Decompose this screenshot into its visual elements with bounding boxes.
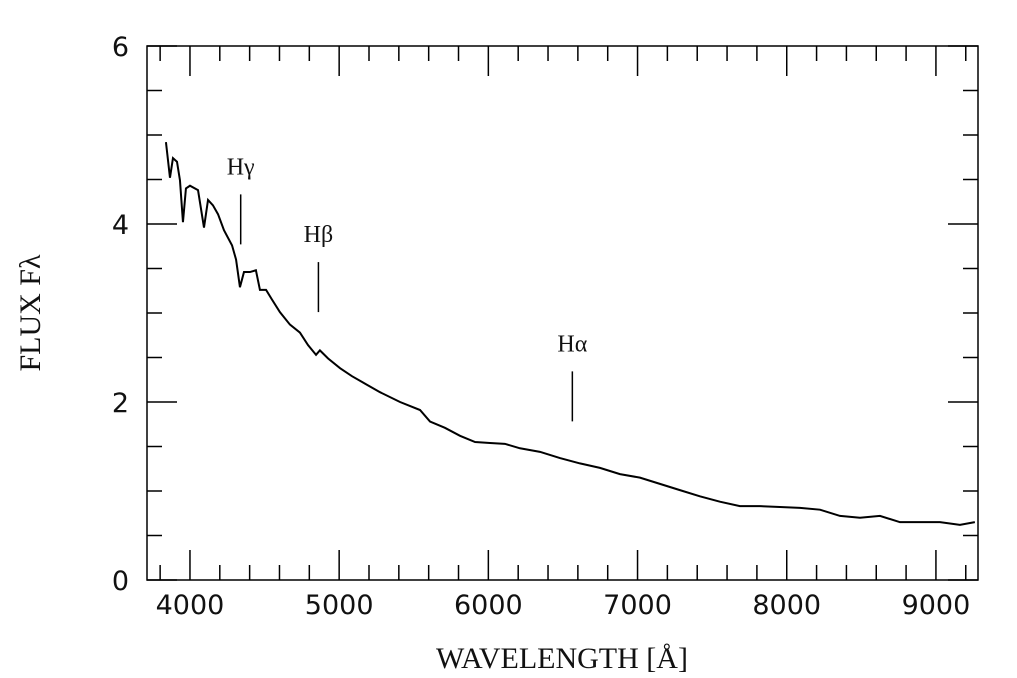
plot-frame: [146, 45, 979, 581]
annotation-label: Hα: [557, 331, 587, 357]
x-tick-label: 4000: [156, 590, 225, 621]
y-tick-label: 6: [112, 32, 129, 63]
annotation-label: Hγ: [227, 154, 255, 180]
x-tick-label: 9000: [902, 590, 971, 621]
y-tick-label: 0: [112, 566, 129, 597]
x-tick-label: 8000: [752, 590, 821, 621]
x-tick-label: 5000: [305, 590, 374, 621]
annotation-label: Hβ: [304, 222, 334, 248]
x-tick-label: 6000: [454, 590, 523, 621]
y-tick-label: 2: [112, 388, 129, 419]
y-axis-label: FLUX Fλ: [14, 254, 47, 372]
x-axis-label: WAVELENGTH [Å]: [436, 642, 688, 675]
x-tick-label: 7000: [603, 590, 672, 621]
spectrum-line: [164, 142, 976, 526]
y-tick-label: 4: [112, 210, 129, 241]
